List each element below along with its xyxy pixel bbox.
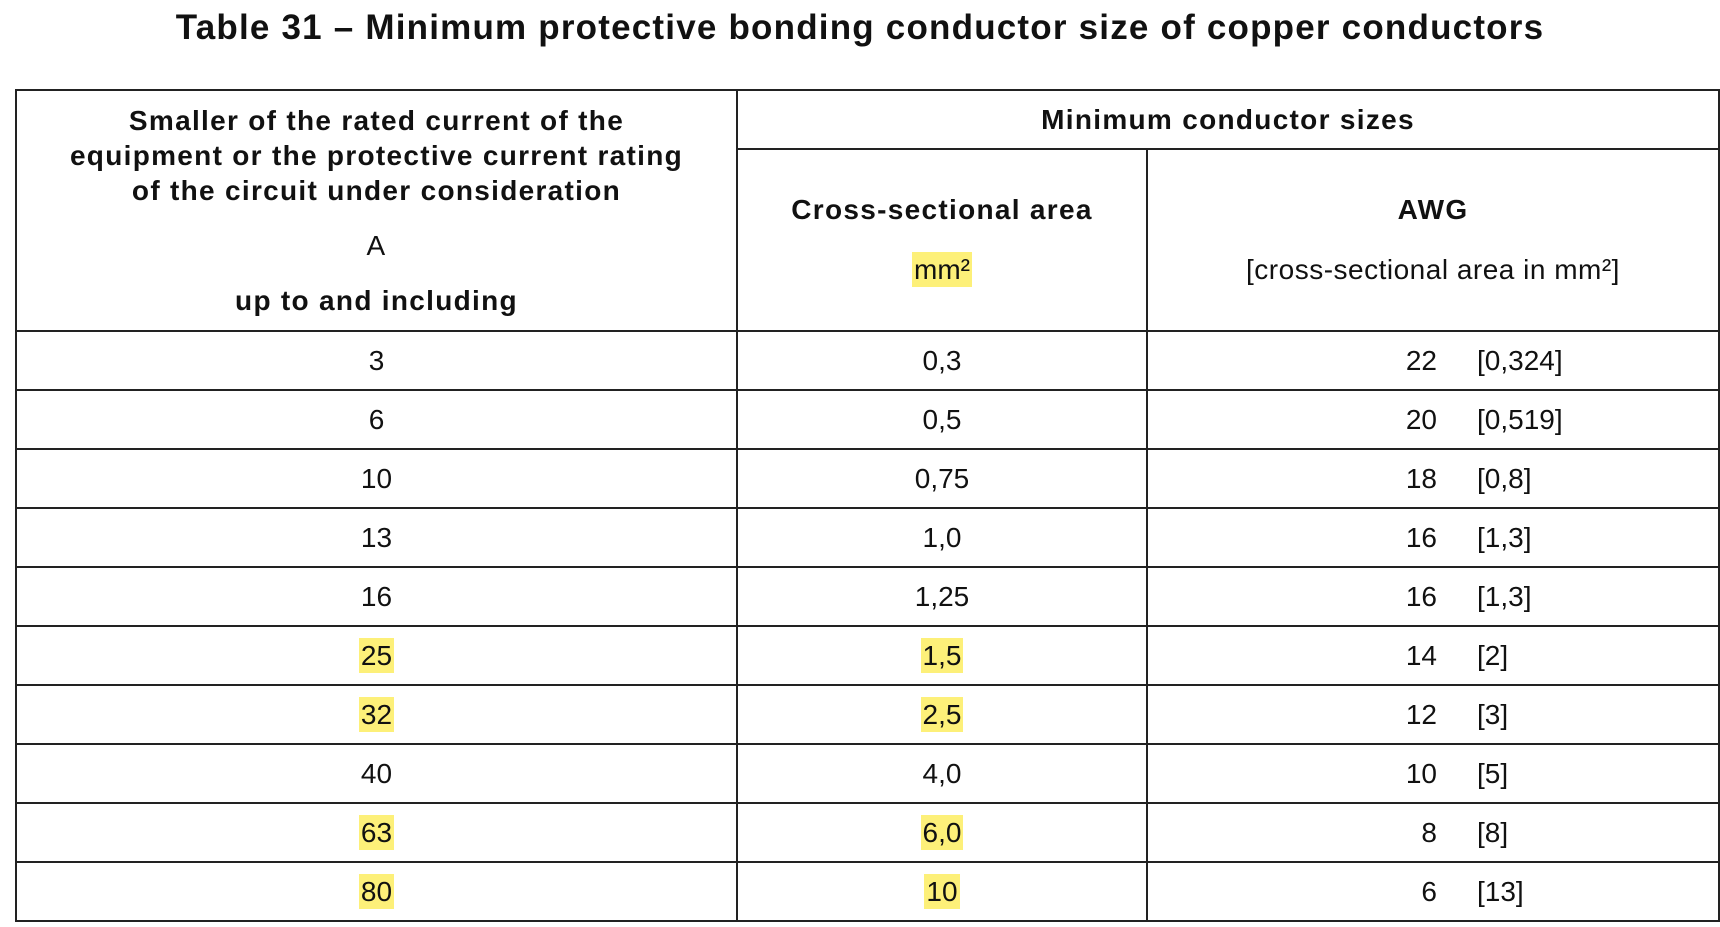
cell: 13 <box>15 507 738 568</box>
table-body: 3 0,3 22 [0,324] 6 0,5 20 [0,519] 10 0,75 18 [0,8] 1… <box>15 330 1720 922</box>
table-row: 25 1,5 14 [2] <box>15 625 1720 686</box>
cell: 12 [3] <box>1145 684 1720 745</box>
awg-value: 12 <box>1405 698 1437 730</box>
cell: 14 [2] <box>1145 625 1720 686</box>
header-line: of the circuit under consideration <box>131 175 622 206</box>
cell: 0,5 <box>736 389 1148 450</box>
area-value: 6,0 <box>920 814 964 850</box>
awg-value: 16 <box>1405 580 1437 612</box>
col2-header: Cross-sectional area mm² <box>736 148 1148 332</box>
cell: 20 [0,519] <box>1145 389 1720 450</box>
cell: 10 <box>15 448 738 509</box>
table-row: 16 1,25 16 [1,3] <box>15 566 1720 627</box>
col3-header: AWG [cross-sectional area in mm²] <box>1145 148 1720 332</box>
cell: 22 [0,324] <box>1145 330 1720 391</box>
cell: 0,75 <box>736 448 1148 509</box>
table-row: 40 4,0 10 [5] <box>15 743 1720 804</box>
awg-area-value: [1,3] <box>1477 521 1532 553</box>
table-row: 10 0,75 18 [0,8] <box>15 448 1720 509</box>
area-value: 4,0 <box>922 757 962 789</box>
header-unit: A <box>366 230 387 261</box>
cell: 6 <box>15 389 738 450</box>
header-label: AWG <box>1397 194 1469 225</box>
cell: 16 <box>15 566 738 627</box>
table-row: 80 10 6 [13] <box>15 861 1720 922</box>
area-value: 0,5 <box>922 403 962 435</box>
current-value: 10 <box>360 462 393 494</box>
cell: 63 <box>15 802 738 863</box>
awg-area-value: [0,8] <box>1477 462 1532 494</box>
cell: 10 [5] <box>1145 743 1720 804</box>
current-value: 32 <box>358 696 395 732</box>
cell: 4,0 <box>736 743 1148 804</box>
cell: 2,5 <box>736 684 1148 745</box>
area-value: 0,75 <box>914 462 970 494</box>
cell: 8 [8] <box>1145 802 1720 863</box>
cell: 16 [1,3] <box>1145 507 1720 568</box>
group-header: Minimum conductor sizes <box>735 89 1720 150</box>
cell: 10 <box>736 861 1148 922</box>
header-unit: mm² <box>912 252 972 287</box>
table-row: 3 0,3 22 [0,324] <box>15 330 1720 391</box>
area-value: 1,0 <box>922 521 962 553</box>
awg-value: 16 <box>1405 521 1437 553</box>
area-value: 1,25 <box>914 580 970 612</box>
area-value: 1,5 <box>920 637 964 673</box>
area-value: 2,5 <box>920 696 964 732</box>
awg-value: 18 <box>1405 462 1437 494</box>
cell: 6 [13] <box>1145 861 1720 922</box>
header-label: Cross-sectional area <box>791 194 1093 225</box>
current-value: 6 <box>368 403 385 435</box>
cell: 40 <box>15 743 738 804</box>
cell: 25 <box>15 625 738 686</box>
table-row: 6 0,5 20 [0,519] <box>15 389 1720 450</box>
awg-area-value: [5] <box>1477 757 1509 789</box>
current-value: 3 <box>368 344 385 376</box>
current-value: 25 <box>358 637 395 673</box>
cell: 1,0 <box>736 507 1148 568</box>
col1-header: Smaller of the rated current of the equi… <box>15 89 738 332</box>
area-value: 0,3 <box>922 344 962 376</box>
table-row: 63 6,0 8 [8] <box>15 802 1720 863</box>
current-value: 16 <box>360 580 393 612</box>
awg-area-value: [2] <box>1477 639 1509 671</box>
cell: 1,5 <box>736 625 1148 686</box>
cell: 16 [1,3] <box>1145 566 1720 627</box>
current-value: 63 <box>358 814 395 850</box>
awg-value: 6 <box>1421 875 1437 907</box>
header-line: Smaller of the rated current of the <box>128 105 625 136</box>
awg-area-value: [0,324] <box>1477 344 1563 376</box>
awg-area-value: [13] <box>1477 875 1524 907</box>
current-value: 40 <box>360 757 393 789</box>
header-note: up to and including <box>235 285 518 316</box>
header-unit: [cross-sectional area in mm²] <box>1246 254 1620 285</box>
header-line: equipment or the protective current rati… <box>69 140 684 171</box>
current-value: 13 <box>360 521 393 553</box>
awg-value: 10 <box>1405 757 1437 789</box>
cell: 3 <box>15 330 738 391</box>
awg-value: 22 <box>1405 344 1437 376</box>
cell: 6,0 <box>736 802 1148 863</box>
table-row: 13 1,0 16 [1,3] <box>15 507 1720 568</box>
awg-value: 14 <box>1405 639 1437 671</box>
table: Smaller of the rated current of the equi… <box>15 89 1720 922</box>
cell: 1,25 <box>736 566 1148 627</box>
awg-area-value: [3] <box>1477 698 1509 730</box>
cell: 80 <box>15 861 738 922</box>
awg-area-value: [0,519] <box>1477 403 1563 435</box>
current-value: 80 <box>358 873 395 909</box>
awg-value: 8 <box>1421 816 1437 848</box>
table-title: Table 31 – Minimum protective bonding co… <box>175 8 1545 47</box>
awg-value: 20 <box>1405 403 1437 435</box>
table-row: 32 2,5 12 [3] <box>15 684 1720 745</box>
cell: 18 [0,8] <box>1145 448 1720 509</box>
cell: 0,3 <box>736 330 1148 391</box>
cell: 32 <box>15 684 738 745</box>
area-value: 10 <box>924 873 960 909</box>
awg-area-value: [1,3] <box>1477 580 1532 612</box>
awg-area-value: [8] <box>1477 816 1509 848</box>
